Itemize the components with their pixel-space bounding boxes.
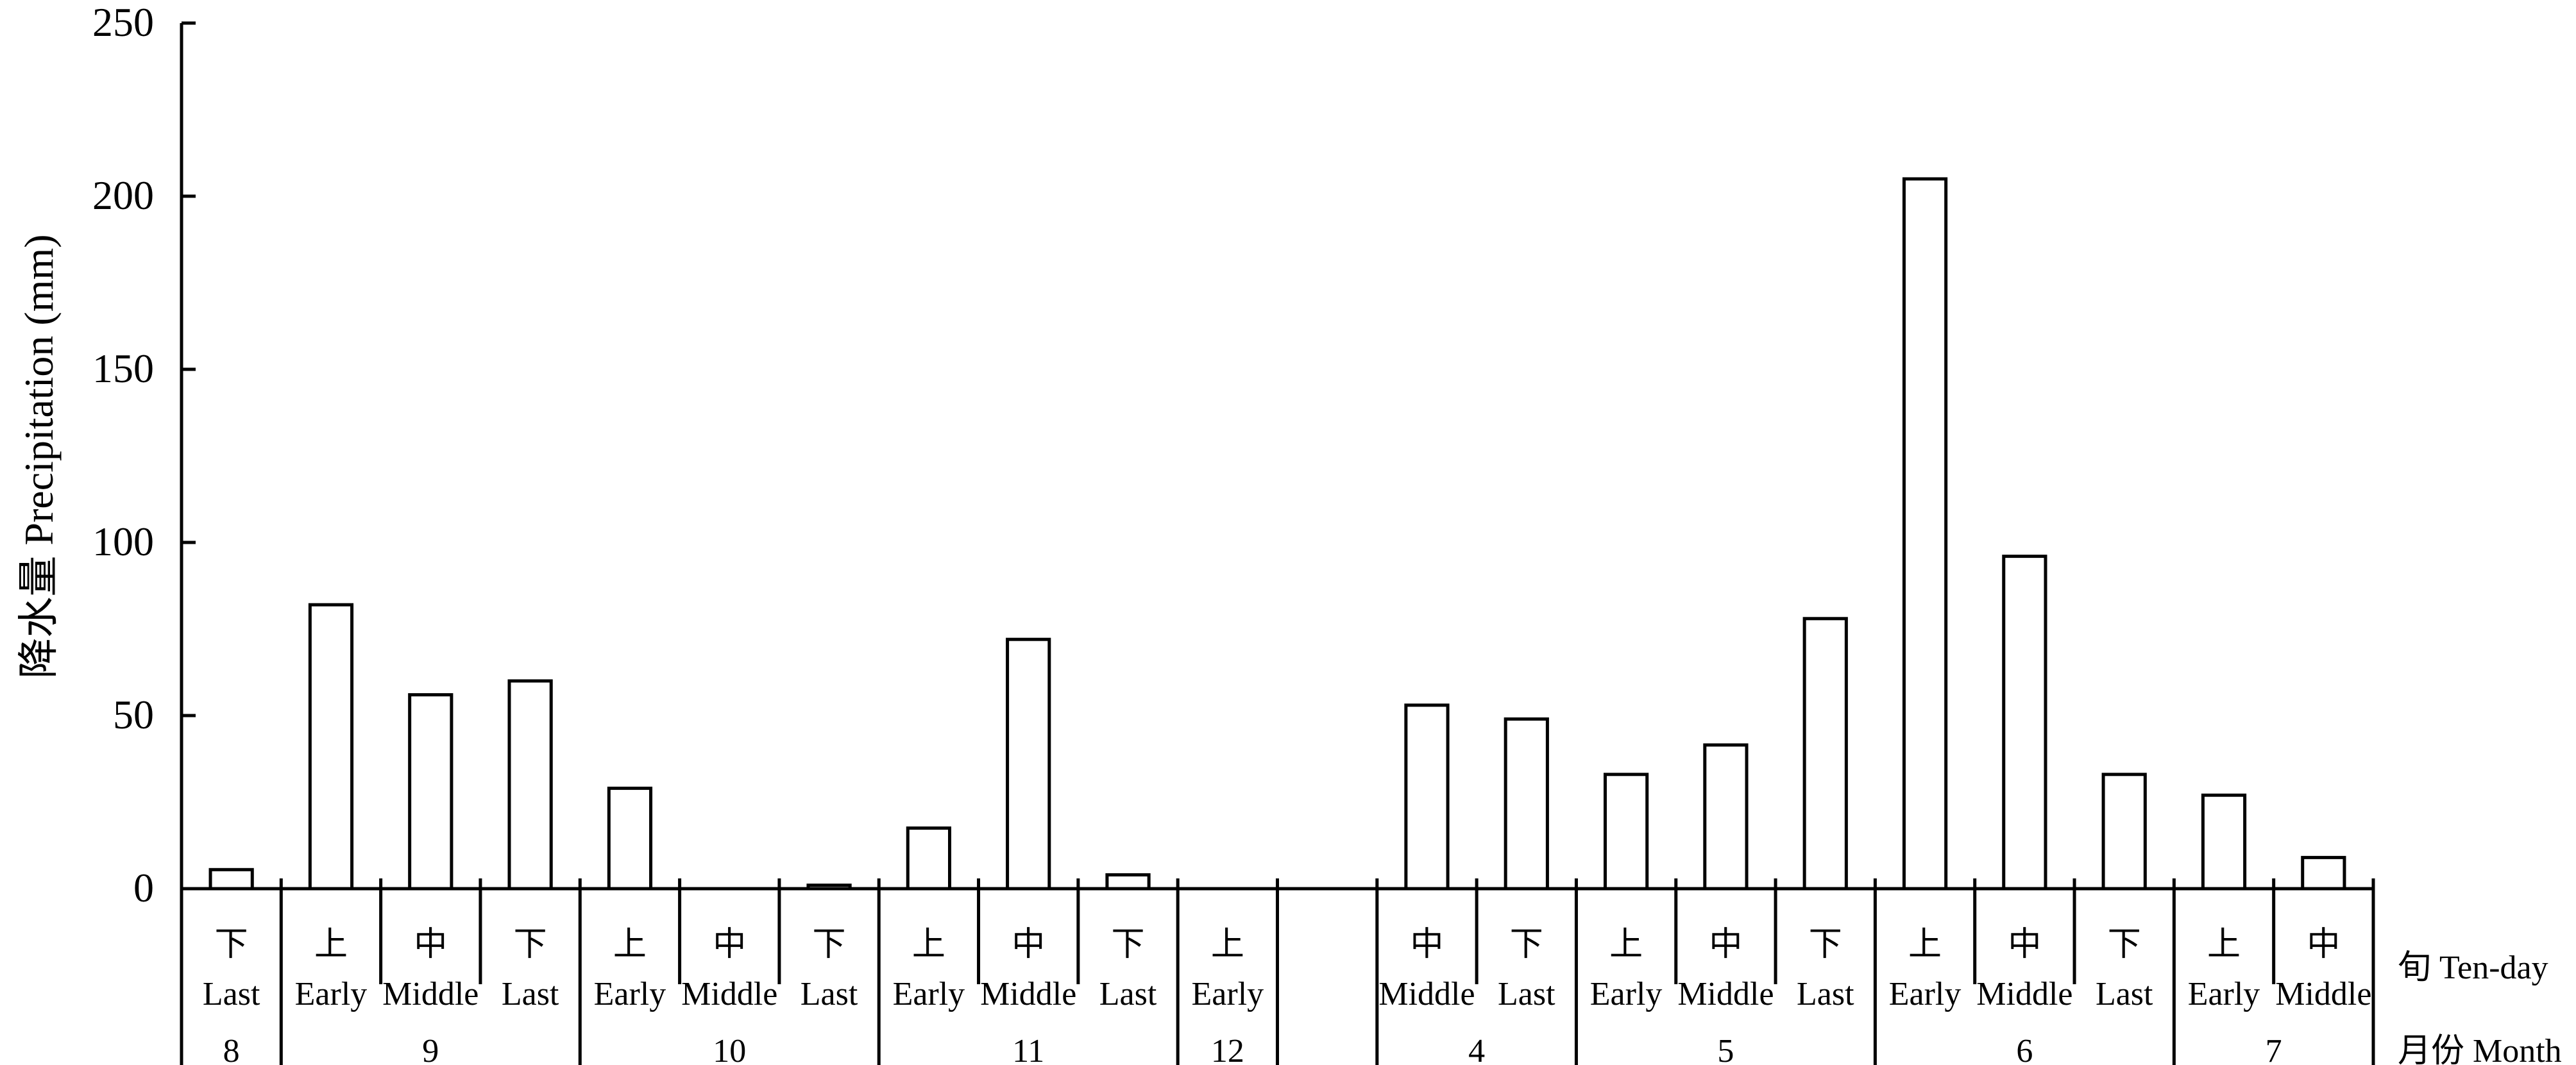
ten-day-label-cn: 中 bbox=[2008, 927, 2041, 963]
ten-day-label-cn: 上 bbox=[314, 927, 348, 963]
ten-day-label-en: Middle bbox=[2275, 976, 2371, 1012]
month-label: 7 bbox=[2266, 1033, 2282, 1065]
month-label: 4 bbox=[1468, 1033, 1485, 1065]
ten-day-label-en: Middle bbox=[980, 976, 1076, 1012]
ten-day-label-cn: 中 bbox=[1012, 927, 1045, 963]
bar bbox=[507, 679, 553, 891]
ten-day-label-cn: 下 bbox=[215, 927, 248, 963]
ten-day-label-en: Last bbox=[1498, 976, 1555, 1012]
month-label: 6 bbox=[2016, 1033, 2033, 1065]
bar bbox=[2002, 555, 2047, 891]
bar bbox=[2301, 855, 2346, 891]
ten-day-label-cn: 下 bbox=[514, 927, 547, 963]
ten-day-label-en: Early bbox=[1590, 976, 1663, 1012]
ten-day-label-cn: 下 bbox=[1510, 927, 1543, 963]
ten-day-label-en: Early bbox=[2188, 976, 2260, 1012]
bar bbox=[607, 786, 653, 891]
ten-day-label-cn: 中 bbox=[713, 927, 746, 963]
ten-day-label-cn: 上 bbox=[1211, 927, 1244, 963]
y-tick-label: 200 bbox=[92, 172, 154, 218]
month-label: 5 bbox=[1717, 1033, 1734, 1065]
ten-day-label-en: Last bbox=[2096, 976, 2153, 1012]
ten-day-label-cn: 中 bbox=[2307, 927, 2340, 963]
month-label: 10 bbox=[713, 1033, 746, 1065]
bars bbox=[208, 177, 2346, 891]
bar bbox=[1703, 743, 1749, 891]
month-label: 9 bbox=[422, 1033, 439, 1065]
ten-day-label-cn: 上 bbox=[1908, 927, 1942, 963]
y-tick-label: 250 bbox=[92, 0, 154, 45]
month-label: 8 bbox=[223, 1033, 240, 1065]
ten-day-label-en: Last bbox=[1797, 976, 1854, 1012]
x-axis: 下 Last 上 Early 中 Middle 下 Last 上 Early 中 Middle 下 Las… bbox=[182, 878, 2375, 1065]
bar bbox=[1902, 177, 1948, 891]
ten-day-label-en: Middle bbox=[382, 976, 479, 1012]
ten-day-label-en: Early bbox=[893, 976, 965, 1012]
ten-day-label-en: Middle bbox=[1976, 976, 2072, 1012]
ten-day-label-en: Early bbox=[1192, 976, 1264, 1012]
bar bbox=[1802, 617, 1848, 891]
ten-day-label-en: Last bbox=[1099, 976, 1157, 1012]
ten-day-label-cn: 下 bbox=[813, 927, 846, 963]
ten-day-label-cn: 上 bbox=[2207, 927, 2241, 963]
bar bbox=[1603, 773, 1649, 891]
ten-day-label-cn: 中 bbox=[1709, 927, 1742, 963]
ten-day-label-en: Last bbox=[801, 976, 858, 1012]
month-label: 11 bbox=[1012, 1033, 1044, 1065]
ten-day-label-cn: 下 bbox=[2108, 927, 2141, 963]
bar bbox=[1504, 717, 1549, 891]
bar bbox=[408, 693, 453, 891]
ten-day-label-cn: 上 bbox=[1609, 927, 1643, 963]
y-tick-label: 150 bbox=[92, 346, 154, 391]
bar bbox=[2101, 773, 2147, 891]
bar bbox=[2201, 793, 2247, 891]
y-tick-label: 50 bbox=[113, 692, 154, 737]
ten-day-label-en: Last bbox=[502, 976, 559, 1012]
y-tick-label: 100 bbox=[92, 519, 154, 564]
bar bbox=[308, 603, 354, 891]
ten-day-label-en: Middle bbox=[681, 976, 777, 1012]
ten-day-label-cn: 下 bbox=[1809, 927, 1842, 963]
month-axis-title: 月份 Month bbox=[2398, 1033, 2562, 1065]
ten-day-label-en: Middle bbox=[1677, 976, 1774, 1012]
ten-day-label-cn: 中 bbox=[1410, 927, 1443, 963]
month-label: 12 bbox=[1211, 1033, 1244, 1065]
ten-day-label-cn: 下 bbox=[1112, 927, 1145, 963]
ten-day-label-cn: 中 bbox=[414, 927, 447, 963]
ten-day-label-cn: 上 bbox=[613, 927, 647, 963]
y-axis-title: 降水量 Precipitation (mm) bbox=[16, 234, 62, 678]
bar bbox=[1105, 873, 1151, 891]
bar bbox=[1006, 637, 1051, 891]
bar bbox=[906, 826, 952, 891]
ten-day-label-en: Middle bbox=[1378, 976, 1475, 1012]
ten-day-label-en: Early bbox=[594, 976, 666, 1012]
ten-day-label-en: Early bbox=[295, 976, 368, 1012]
y-axis: 0 50 100 150 200 250 bbox=[92, 0, 196, 1065]
ten-day-label-cn: 上 bbox=[912, 927, 945, 963]
ten-day-axis-title: 旬 Ten-day bbox=[2398, 950, 2548, 986]
ten-day-label-en: Last bbox=[203, 976, 260, 1012]
bar bbox=[1404, 703, 1450, 891]
bar bbox=[208, 868, 254, 891]
ten-day-label-en: Early bbox=[1889, 976, 1962, 1012]
y-tick-label: 0 bbox=[133, 865, 154, 910]
